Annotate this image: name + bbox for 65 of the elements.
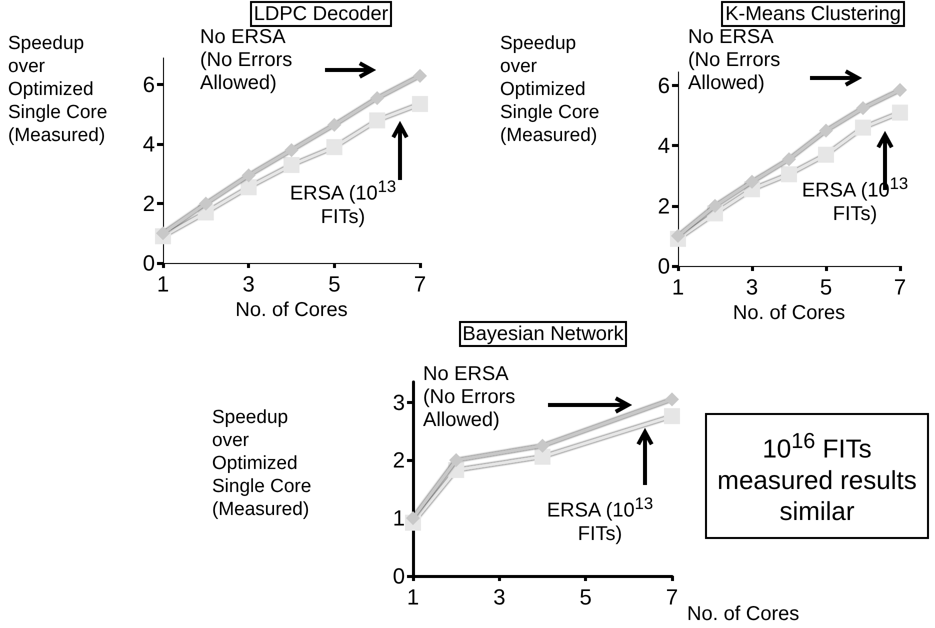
y-axis-title: Speedup over Optimized Single Core (Measured) (8, 32, 108, 147)
chart-title: LDPC Decoder (254, 3, 389, 25)
point (240, 179, 257, 196)
annotation: No ERSA (No Errors Allowed) (200, 26, 294, 95)
x-axis-title: No. of Cores (732, 302, 846, 324)
point (664, 408, 680, 424)
point (671, 228, 685, 243)
y-tick-label: 1 (392, 506, 405, 531)
point (327, 118, 342, 132)
point (856, 101, 870, 116)
point (782, 152, 796, 166)
x-axis-title: No. of Cores (235, 298, 348, 321)
text: 10$^{16}$ FITs measured results similar (716, 427, 918, 527)
y-tick-label: 6 (142, 72, 155, 98)
x-tick-label: 3 (493, 584, 506, 610)
point (449, 453, 464, 468)
point (781, 166, 797, 182)
point (326, 139, 342, 156)
point (284, 156, 300, 173)
annotation: ERSA (10$^{13}$ FITs) (546, 493, 654, 546)
point (819, 124, 833, 138)
x-tick-label: 7 (666, 584, 678, 610)
x-tick-label: 5 (580, 584, 592, 610)
y-tick-label: 6 (658, 73, 670, 98)
point (893, 83, 907, 98)
annotation: ERSA (10$^{13}$ FITs) (288, 176, 398, 229)
x-tick-label: 3 (242, 272, 255, 296)
point (284, 143, 298, 158)
point (892, 104, 908, 121)
point (369, 112, 386, 128)
point (818, 146, 834, 163)
point (534, 448, 550, 465)
chart-title: Bayesian Network (462, 323, 625, 345)
y-tick-label: 4 (142, 132, 155, 157)
y-tick-label: 0 (142, 250, 155, 276)
point (156, 226, 170, 240)
point (242, 168, 256, 182)
point (412, 96, 428, 112)
y-tick-label: 2 (142, 191, 155, 216)
annotation: No ERSA (No Errors Allowed) (688, 26, 782, 95)
x-tick-label: 3 (746, 274, 758, 300)
x-tick-label: 7 (894, 274, 906, 300)
y-tick-label: 4 (658, 133, 670, 158)
y-tick-label: 2 (658, 193, 670, 218)
point (536, 438, 550, 453)
point (665, 392, 679, 406)
y-axis-title: Speedup over Optimized Single Core (Measured) (212, 406, 312, 521)
x-tick-label: 5 (328, 272, 340, 296)
y-tick-label: 3 (392, 390, 405, 415)
point (198, 196, 213, 211)
y-tick-label: 2 (392, 448, 405, 473)
point (745, 174, 759, 189)
chart-title: K-Means Clustering (725, 3, 901, 25)
x-tick-label: 5 (820, 274, 832, 300)
point (406, 511, 420, 526)
point (370, 91, 384, 106)
point (708, 198, 722, 213)
annotation: No ERSA (No Errors Allowed) (423, 363, 516, 432)
y-tick-label: 0 (658, 254, 670, 278)
x-axis-title: No. of Cores (687, 603, 800, 625)
y-tick-label: 0 (392, 564, 405, 588)
y-axis-title: Speedup over Optimized Single Core (Measured) (500, 32, 600, 147)
point (413, 68, 427, 83)
x-tick-label: 7 (414, 272, 426, 296)
point (855, 120, 871, 136)
